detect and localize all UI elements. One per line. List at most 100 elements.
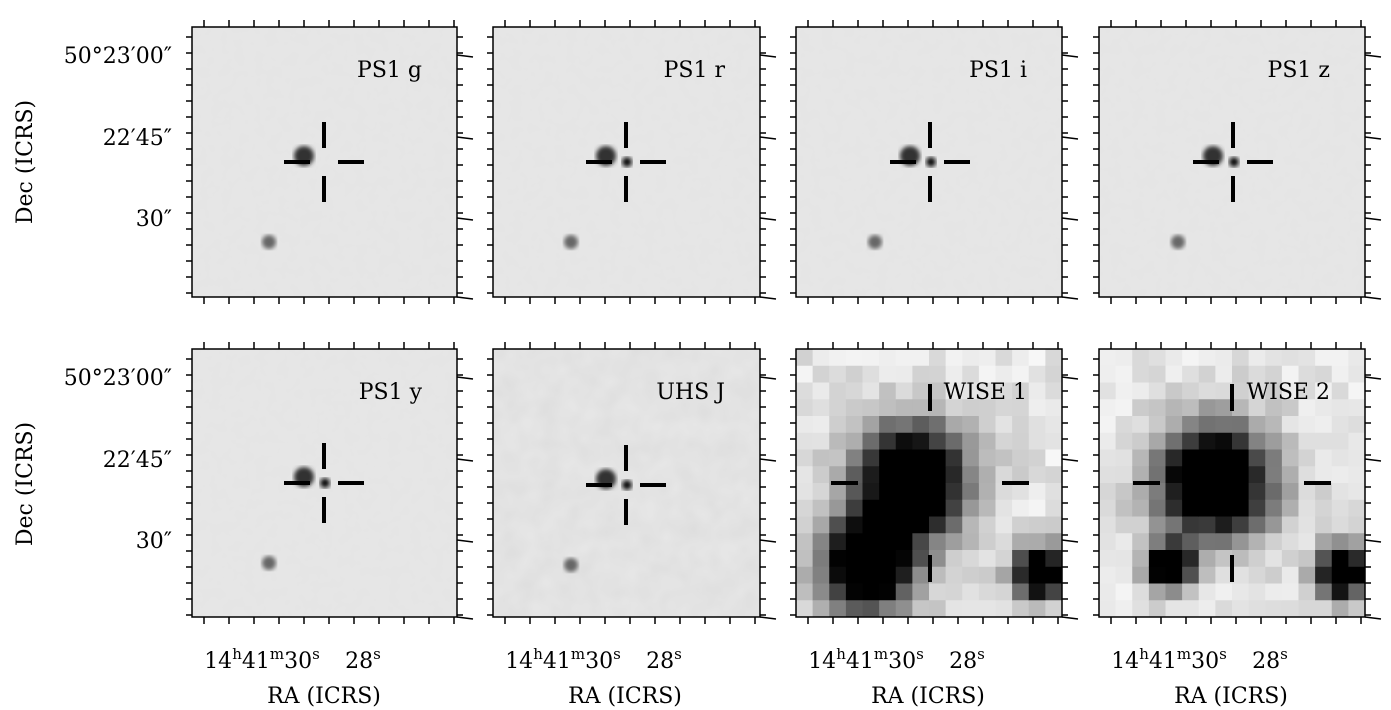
tick [1364, 539, 1382, 543]
pixel [1215, 466, 1233, 484]
frame [191, 348, 458, 618]
panel-label: PS1 z [1268, 58, 1330, 83]
pixel [1198, 365, 1216, 383]
ra-part: s [312, 645, 320, 663]
frame [795, 26, 1063, 298]
pixel [862, 449, 880, 467]
pixel [1232, 382, 1250, 400]
pixel [1315, 600, 1333, 618]
pixel [1215, 399, 1233, 417]
pixel [1232, 416, 1250, 434]
ra-tick-label: 28s [345, 645, 381, 674]
pixel [879, 499, 897, 517]
pixel [1281, 566, 1299, 584]
pixel [1165, 466, 1183, 484]
pixel [1028, 466, 1046, 484]
pixel [995, 399, 1013, 417]
pixel [1099, 516, 1117, 534]
pixel [796, 566, 814, 584]
dec-tick-label: 50°23′00″ [64, 366, 172, 391]
pixel [796, 432, 814, 450]
pixel [995, 516, 1013, 534]
pixel [862, 416, 880, 434]
pixel [1045, 499, 1063, 517]
tick [456, 458, 474, 462]
pixel [895, 550, 913, 568]
pixel [829, 533, 847, 551]
pixel [995, 483, 1013, 501]
pixel [895, 533, 913, 551]
pixel [1215, 365, 1233, 383]
pixel [879, 566, 897, 584]
tick [759, 616, 777, 620]
pixel [995, 382, 1013, 400]
pixel [1115, 382, 1133, 400]
pixel [1045, 382, 1063, 400]
pixel [879, 416, 897, 434]
pixel [879, 600, 897, 618]
pixel [1115, 416, 1133, 434]
pixel [929, 382, 947, 400]
ra-tick-label: 28s [949, 645, 985, 674]
source [1229, 157, 1239, 167]
pixel [929, 566, 947, 584]
pixel [945, 566, 963, 584]
ra-tick-label: 28s [646, 645, 682, 674]
pixel [1281, 583, 1299, 601]
pixel [812, 466, 830, 484]
tick [759, 217, 777, 221]
pixel [1099, 566, 1117, 584]
pixel [1132, 399, 1150, 417]
pixel [845, 365, 863, 383]
pixel [1182, 583, 1200, 601]
pixel [945, 583, 963, 601]
pixel [1265, 365, 1283, 383]
pixel [1099, 466, 1117, 484]
pixel [1182, 449, 1200, 467]
pixel [845, 533, 863, 551]
pixel [1028, 566, 1046, 584]
ra-tick-label: 14h41m30s [808, 645, 924, 674]
ra-part: 28 [345, 649, 373, 674]
pixel [1348, 449, 1366, 467]
pixel [879, 516, 897, 534]
pixel [1045, 600, 1063, 618]
pixel [845, 449, 863, 467]
pixel [879, 466, 897, 484]
ra-part: 28 [646, 649, 674, 674]
pixel [929, 583, 947, 601]
ra-tick-label: 14h41m30s [505, 645, 621, 674]
pixel [1099, 382, 1117, 400]
pixel [1115, 516, 1133, 534]
pixel [912, 449, 930, 467]
ra-tick-label: 14h41m30s [204, 645, 320, 674]
pixel [1045, 483, 1063, 501]
pixel [929, 466, 947, 484]
source [320, 478, 330, 488]
pixel [1315, 550, 1333, 568]
pixel [1331, 499, 1349, 517]
pixel [978, 365, 996, 383]
pixel [962, 416, 980, 434]
pixel [1215, 516, 1233, 534]
pixel [1298, 365, 1316, 383]
pixel [845, 432, 863, 450]
pixel [1315, 466, 1333, 484]
pixel [962, 533, 980, 551]
pixel [1265, 466, 1283, 484]
pixel [929, 349, 947, 367]
pixel [829, 583, 847, 601]
pixel [1012, 550, 1030, 568]
pixel [1232, 499, 1250, 517]
pixel [1198, 399, 1216, 417]
pixel [1165, 449, 1183, 467]
tick [1061, 376, 1079, 380]
ra-part: 28 [949, 649, 977, 674]
pixel [1132, 600, 1150, 618]
pixel [1348, 583, 1366, 601]
frame [1098, 26, 1366, 298]
pixel [1315, 533, 1333, 551]
pixel [1099, 583, 1117, 601]
pixel [978, 499, 996, 517]
pixel [1248, 533, 1266, 551]
